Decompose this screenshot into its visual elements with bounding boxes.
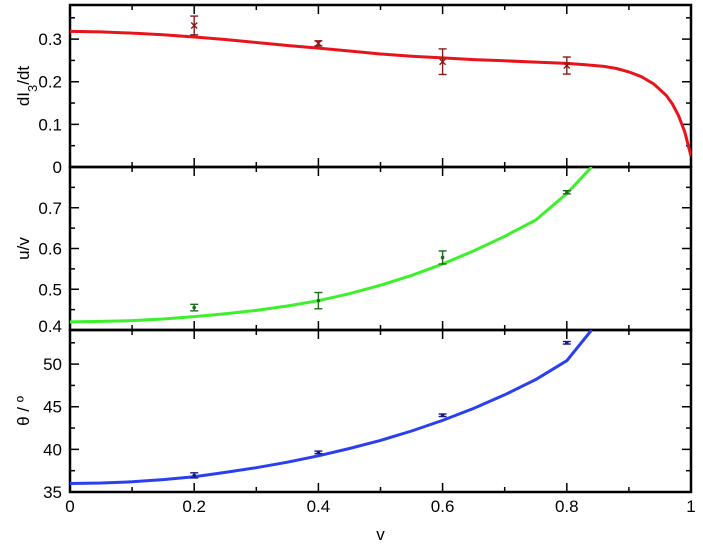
dot-marker [440, 255, 445, 260]
y-axis-label-suffix: /dt [14, 66, 33, 85]
dot-marker [192, 305, 196, 310]
data-point [190, 472, 199, 479]
x-tick-label: 0 [65, 497, 74, 516]
x-axis-label: v [376, 525, 385, 544]
dot-marker [316, 298, 321, 303]
dot-marker [440, 413, 445, 418]
y-axis-label: θ / º [14, 396, 33, 426]
dot-marker [316, 450, 321, 455]
data-point [438, 413, 447, 418]
data-point [190, 15, 199, 36]
dot-marker [192, 473, 196, 478]
data-point [438, 250, 447, 265]
y-tick-label: 0.4 [38, 317, 62, 336]
plot-frame [68, 165, 693, 332]
fit-curve [70, 29, 691, 157]
data-point [190, 303, 199, 312]
y-tick-label: 0 [53, 158, 62, 177]
x-tick-label: 0.4 [307, 497, 331, 516]
chart-panels: 0 0.1 0.2 0.3 dI3/dt 0.4 0.5 0.6 0.7 u/v 35 40 45 50 0… [14, 3, 696, 544]
data-point [562, 340, 571, 345]
x-tick-label: 1 [686, 497, 695, 516]
data-point [314, 39, 323, 47]
y-tick-label: 0.5 [38, 280, 62, 299]
y-tick-label: 0.7 [38, 199, 62, 218]
y-tick-label: 0.1 [38, 115, 62, 134]
data-point [314, 291, 323, 310]
y-axis-label-sub: 3 [25, 85, 40, 92]
fit-curve [70, 167, 593, 324]
panel-3: 35 40 45 50 0 0.2 0.4 0.6 0.8 1 v θ / º [14, 328, 696, 544]
y-tick-label: 40 [43, 440, 62, 459]
data-point [562, 189, 571, 195]
y-tick-label: 0.6 [38, 240, 62, 259]
data-point [314, 450, 323, 455]
x-marker [314, 39, 322, 47]
x-marker [563, 62, 571, 70]
dot-marker [565, 340, 569, 345]
plot-frame [68, 328, 693, 494]
y-tick-label: 45 [43, 398, 62, 417]
y-tick-label: 0.3 [38, 30, 62, 49]
plot-frame [68, 3, 693, 169]
panel-1: 0 0.1 0.2 0.3 dI3/dt [14, 3, 693, 177]
x-marker [439, 58, 447, 66]
panel-2: 0.4 0.5 0.6 0.7 u/v [14, 165, 693, 336]
x-tick-label: 0.2 [182, 497, 206, 516]
data-point [438, 48, 447, 76]
y-tick-label: 0.2 [38, 73, 62, 92]
y-axis-label: u/v [14, 237, 33, 260]
fit-curve [70, 330, 593, 485]
y-tick-label: 50 [43, 355, 62, 374]
x-tick-label: 0.8 [555, 497, 579, 516]
x-marker [190, 21, 198, 29]
y-axis-label: dI3/dt [14, 66, 40, 107]
dot-marker [565, 190, 569, 195]
data-point [562, 56, 571, 75]
y-tick-label: 35 [43, 483, 62, 502]
x-tick-label: 0.6 [431, 497, 455, 516]
